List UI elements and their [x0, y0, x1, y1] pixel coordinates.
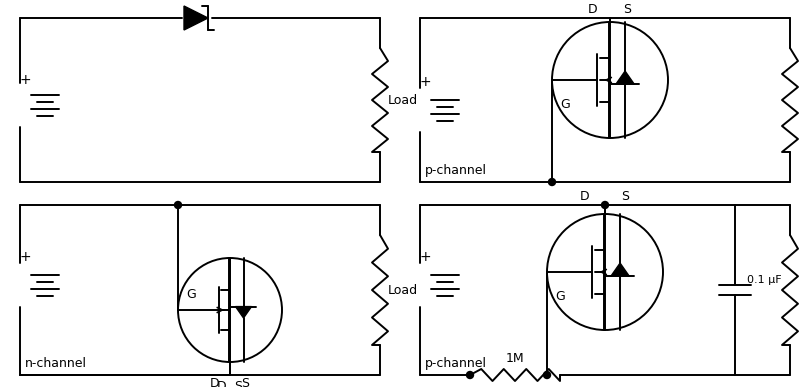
Text: S: S — [241, 377, 249, 387]
Circle shape — [467, 372, 474, 378]
Text: +: + — [419, 75, 431, 89]
Circle shape — [174, 202, 181, 209]
Polygon shape — [616, 71, 634, 84]
Text: Load: Load — [798, 284, 799, 296]
Text: D: D — [588, 3, 598, 16]
Text: G: G — [560, 99, 570, 111]
Text: D: D — [217, 380, 227, 387]
Text: S: S — [234, 380, 242, 387]
Polygon shape — [236, 307, 252, 318]
Text: Load: Load — [388, 284, 418, 296]
Text: S: S — [623, 3, 631, 16]
Text: S: S — [622, 190, 630, 203]
Text: 1M: 1M — [506, 352, 524, 365]
Polygon shape — [611, 263, 629, 276]
Text: Load: Load — [798, 94, 799, 106]
Polygon shape — [184, 6, 208, 30]
Text: G: G — [186, 288, 196, 301]
Text: p-channel: p-channel — [425, 164, 487, 177]
Circle shape — [602, 202, 609, 209]
Circle shape — [543, 372, 551, 378]
Text: n-channel: n-channel — [25, 357, 87, 370]
Text: D: D — [209, 377, 219, 387]
Text: G: G — [555, 291, 565, 303]
Text: D: D — [580, 190, 590, 203]
Text: Load: Load — [388, 94, 418, 106]
Text: +: + — [19, 73, 31, 87]
Circle shape — [548, 178, 555, 185]
Text: +: + — [19, 250, 31, 264]
Text: 0.1 µF: 0.1 µF — [747, 275, 781, 285]
Text: +: + — [419, 250, 431, 264]
Text: p-channel: p-channel — [425, 357, 487, 370]
